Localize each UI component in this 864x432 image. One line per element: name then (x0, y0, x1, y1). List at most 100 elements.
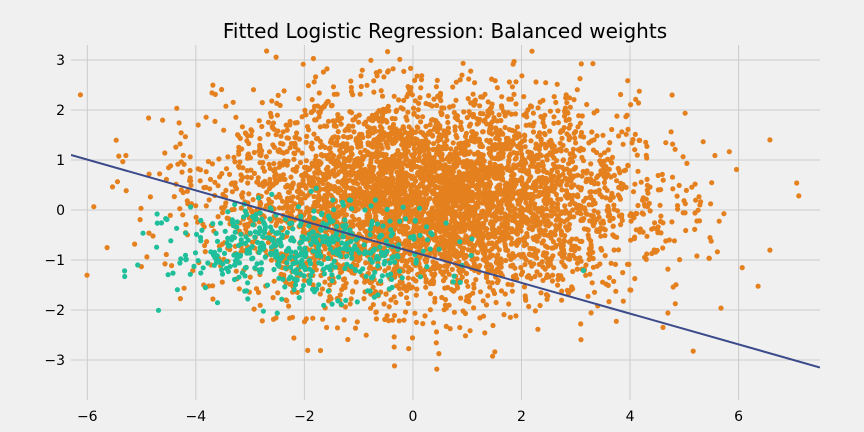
data-point (512, 218, 518, 224)
data-point (495, 183, 502, 189)
data-point (532, 308, 539, 314)
data-point (477, 103, 483, 109)
data-point (250, 197, 256, 203)
data-point (618, 222, 624, 228)
data-point (458, 199, 464, 205)
data-point (212, 118, 218, 124)
data-point (675, 206, 681, 212)
data-point (381, 163, 387, 169)
data-point (492, 349, 498, 355)
data-point (412, 146, 418, 153)
data-point (581, 134, 587, 140)
data-point (519, 237, 525, 243)
data-point (479, 222, 486, 228)
data-point (336, 169, 342, 175)
data-point (429, 103, 435, 109)
data-point (390, 66, 396, 72)
data-point (573, 255, 579, 261)
data-point (345, 134, 351, 141)
data-point (343, 142, 349, 148)
data-point (461, 109, 467, 115)
data-point (632, 147, 638, 153)
data-point (626, 261, 632, 267)
data-point (396, 97, 402, 103)
data-point (482, 250, 488, 256)
data-point (486, 181, 492, 187)
data-point (478, 190, 484, 196)
data-point (486, 195, 492, 201)
data-point (391, 334, 397, 340)
data-point (644, 155, 650, 161)
data-point (540, 277, 546, 283)
data-point (219, 210, 226, 216)
data-point (417, 95, 423, 101)
data-point (353, 175, 359, 181)
data-point (266, 200, 273, 206)
data-point (354, 319, 360, 325)
data-point (292, 166, 298, 172)
data-point (273, 54, 279, 60)
data-point (538, 153, 544, 159)
data-point (498, 270, 504, 276)
data-point (274, 100, 280, 106)
data-point (327, 282, 333, 288)
data-point (433, 329, 440, 335)
data-point (301, 164, 308, 170)
data-point (350, 123, 356, 129)
data-point (514, 135, 520, 141)
data-point (571, 182, 577, 188)
data-point (502, 235, 509, 241)
data-point (180, 212, 186, 218)
data-point (564, 100, 570, 106)
data-point (444, 114, 450, 120)
data-point (527, 103, 534, 109)
data-point (311, 174, 317, 180)
data-point (400, 173, 406, 179)
data-point (442, 275, 448, 281)
data-point (519, 151, 525, 157)
data-point (523, 200, 529, 206)
data-point (237, 159, 243, 165)
data-point (248, 132, 254, 139)
data-point (602, 253, 608, 259)
data-point (407, 213, 413, 219)
data-point (450, 154, 456, 160)
data-point (632, 131, 638, 137)
data-point (349, 213, 355, 219)
data-point (578, 258, 584, 264)
data-point (162, 150, 168, 156)
data-point (481, 166, 487, 172)
data-point (219, 279, 225, 285)
data-point (485, 267, 491, 273)
data-point (573, 243, 579, 250)
data-point (373, 112, 379, 118)
data-point (203, 114, 209, 120)
data-point (503, 257, 509, 264)
data-point (392, 116, 398, 122)
data-point (326, 146, 332, 152)
data-point (634, 152, 640, 158)
data-point (356, 119, 362, 125)
data-point (476, 171, 482, 177)
data-point (506, 301, 512, 307)
data-point (613, 288, 619, 294)
data-point (561, 125, 567, 131)
data-point (598, 233, 604, 239)
data-point (563, 147, 569, 153)
x-tick-label: −2 (294, 409, 315, 425)
data-point (616, 133, 622, 139)
data-point (378, 88, 384, 94)
data-point (197, 178, 203, 184)
data-point (371, 78, 377, 84)
data-point (682, 210, 688, 216)
data-point (609, 160, 615, 166)
data-point (532, 206, 539, 212)
data-point (418, 119, 424, 125)
data-point (292, 144, 298, 150)
data-point (412, 310, 418, 316)
data-point (493, 244, 500, 250)
data-point (644, 176, 650, 182)
data-point (467, 292, 473, 299)
data-point (557, 251, 563, 257)
data-point (457, 215, 464, 221)
